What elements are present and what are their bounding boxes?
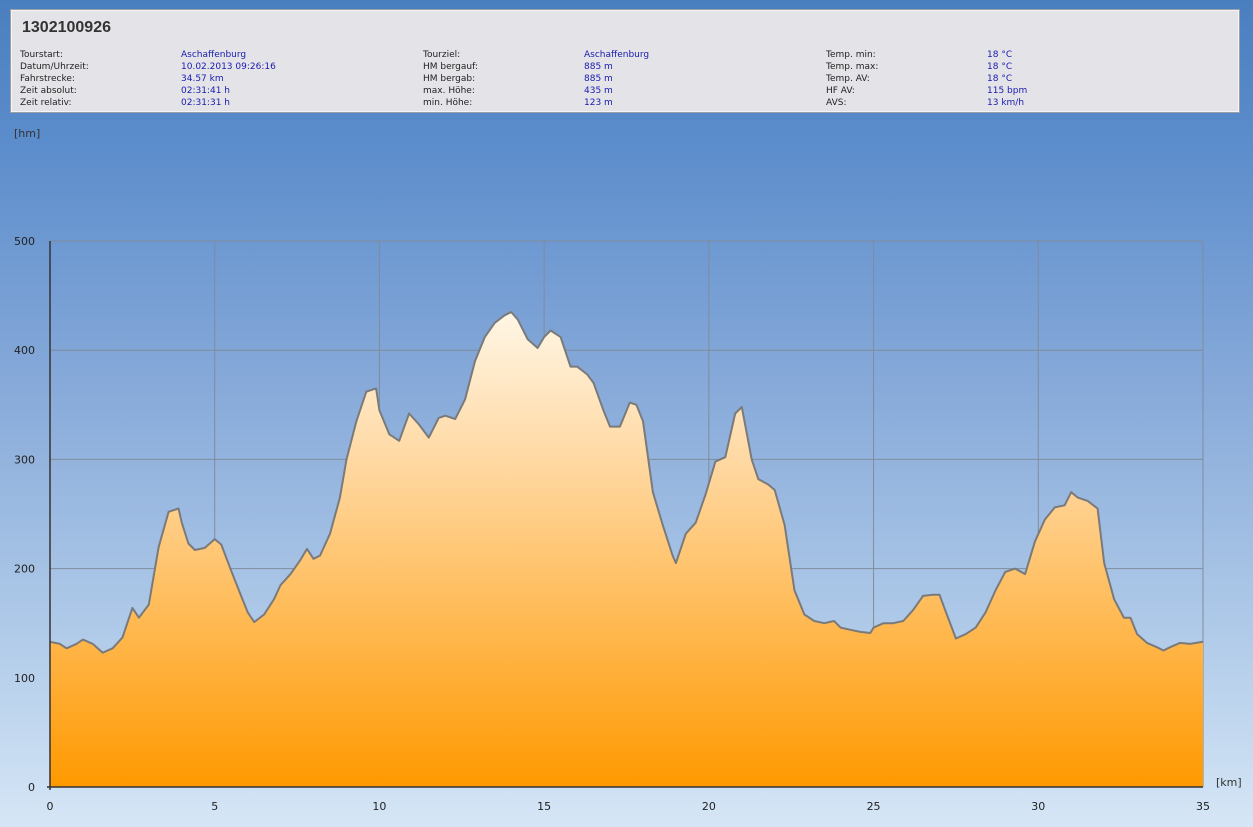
tour-info-panel: 1302100926 Tourstart: Aschaffenburg Datum/… (10, 9, 1240, 113)
info-value: Aschaffenburg (181, 50, 247, 60)
info-value: 02:31:31 h (181, 98, 230, 108)
y-tick-label: 300 (14, 453, 35, 466)
info-value: 123 m (584, 98, 613, 108)
info-label: Tourziel: (423, 50, 461, 60)
info-value: 18 °C (987, 50, 1013, 60)
info-label: Datum/Uhrzeit: (20, 62, 89, 72)
info-label: HF AV: (826, 86, 855, 96)
info-value: 02:31:41 h (181, 86, 230, 96)
info-value: 34.57 km (181, 74, 224, 84)
x-tick-label: 35 (1196, 800, 1210, 813)
info-label: Temp. max: (826, 62, 879, 72)
info-label: Tourstart: (20, 50, 63, 60)
info-value: 435 m (584, 86, 613, 96)
chart-axes (47, 241, 1203, 790)
info-value: 10.02.2013 09:26:16 (181, 62, 276, 72)
info-label: Zeit relativ: (20, 98, 72, 108)
x-tick-label: 30 (1031, 800, 1045, 813)
y-axis-unit: [hm] (14, 127, 40, 140)
info-label: Zeit absolut: (20, 86, 77, 96)
elevation-area (50, 312, 1203, 787)
x-tick-label: 20 (702, 800, 716, 813)
info-value: 885 m (584, 62, 613, 72)
x-tick-label: 25 (867, 800, 881, 813)
x-axis-unit: [km] (1216, 776, 1242, 789)
info-label: HM bergab: (423, 74, 476, 84)
info-value: Aschaffenburg (584, 50, 650, 60)
y-tick-label: 200 (14, 563, 35, 576)
y-tick-label: 100 (14, 672, 35, 685)
info-label: max. Höhe: (423, 86, 475, 96)
y-tick-label: 500 (14, 235, 35, 248)
x-tick-label: 0 (47, 800, 54, 813)
info-value: 885 m (584, 74, 613, 84)
chart-tick-labels: 0 100 200 300 400 500 0 5 10 15 20 25 30 35 (14, 235, 1210, 813)
tour-title: 1302100926 (22, 19, 111, 36)
info-label: Temp. min: (826, 50, 876, 60)
info-label: Temp. AV: (826, 74, 870, 84)
info-value: 13 km/h (987, 98, 1025, 108)
x-tick-label: 15 (537, 800, 551, 813)
info-label: AVS: (826, 98, 847, 108)
info-value: 18 °C (987, 74, 1013, 84)
info-value: 18 °C (987, 62, 1013, 72)
x-tick-label: 5 (211, 800, 218, 813)
info-label: min. Höhe: (423, 98, 473, 108)
elevation-line (49, 311, 1204, 654)
info-value: 115 bpm (987, 86, 1028, 96)
info-label: Fahrstrecke: (20, 74, 75, 84)
info-label: HM bergauf: (423, 62, 478, 72)
y-tick-label: 0 (28, 781, 35, 794)
y-tick-label: 400 (14, 344, 35, 357)
x-tick-label: 10 (372, 800, 386, 813)
